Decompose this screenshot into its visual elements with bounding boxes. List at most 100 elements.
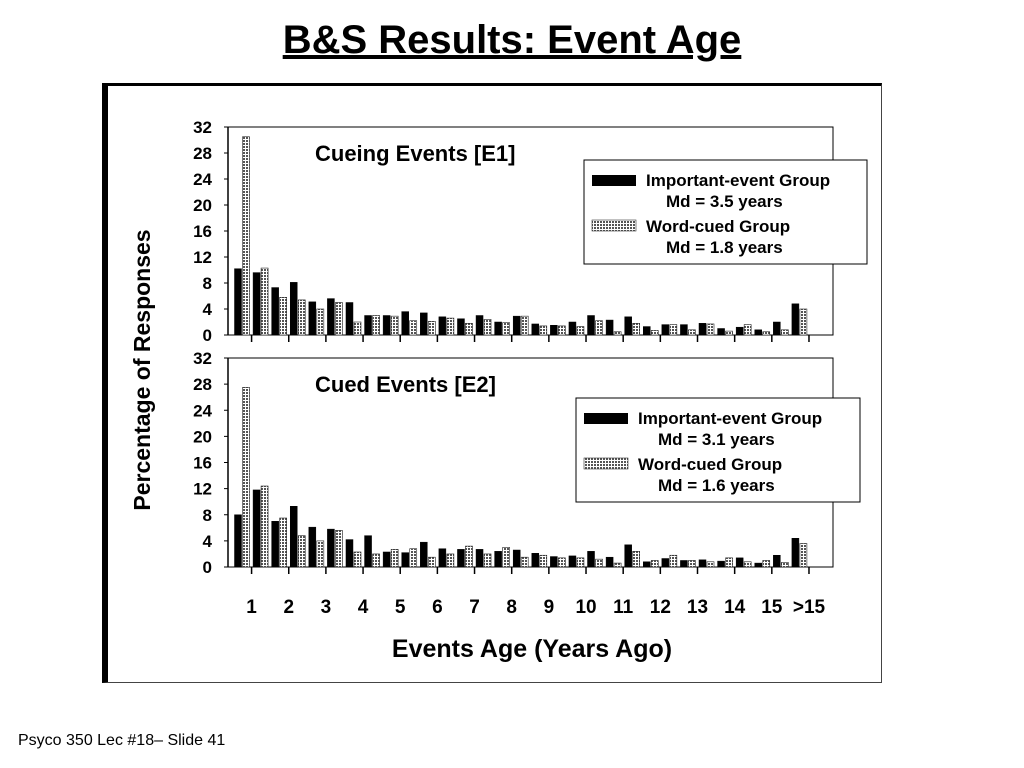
bar-word-cued <box>446 317 455 336</box>
bar-important-event <box>420 312 428 336</box>
bar-important-event <box>568 321 577 336</box>
bar-important-event <box>754 329 762 336</box>
y-tick-label: 8 <box>203 506 212 525</box>
bar-important-event <box>512 315 521 336</box>
bar-word-cued <box>316 308 325 336</box>
bar-important-event <box>457 549 465 568</box>
bar-important-event <box>401 311 409 336</box>
bar-important-event <box>475 549 484 568</box>
x-tick-label: 2 <box>283 597 294 618</box>
bar-word-cued <box>502 322 510 336</box>
bar-important-event <box>643 561 651 568</box>
bar-important-event <box>308 526 317 568</box>
y-tick-label: 20 <box>193 196 212 215</box>
x-tick-label: 4 <box>358 597 369 618</box>
bar-important-event <box>550 556 558 568</box>
legend-swatch-word-cued <box>583 457 629 470</box>
bar-important-event <box>271 287 279 336</box>
y-tick-label: 28 <box>193 375 212 394</box>
legend-md-word-cued: Md = 1.6 years <box>658 476 775 495</box>
bar-word-cued <box>520 315 529 336</box>
x-tick-label: >15 <box>793 597 826 618</box>
bar-important-event <box>773 554 781 568</box>
legend-label-word-cued: Word-cued Group <box>646 217 790 236</box>
x-tick-label: 6 <box>432 597 443 618</box>
legend-swatch-important <box>592 175 636 186</box>
bar-important-event <box>605 556 614 568</box>
bar-word-cued <box>297 299 306 336</box>
bar-word-cued <box>465 323 473 336</box>
bar-word-cued <box>335 530 343 568</box>
bar-important-event <box>587 551 595 568</box>
panel-title: Cueing Events [E1] <box>315 141 515 166</box>
bar-important-event <box>717 560 725 568</box>
bar-word-cued <box>576 557 585 568</box>
bar-word-cued <box>799 543 808 568</box>
bar-word-cued <box>558 557 566 568</box>
y-tick-label: 16 <box>193 222 212 241</box>
x-tick-label: 9 <box>544 597 555 618</box>
legend-label-word-cued: Word-cued Group <box>638 455 782 474</box>
bar-important-event <box>457 318 465 336</box>
bar-word-cued <box>335 302 343 336</box>
bar-word-cued <box>390 549 399 568</box>
bar-word-cued <box>279 297 287 336</box>
bar-important-event <box>717 328 725 336</box>
bar-word-cued <box>520 556 529 568</box>
bar-word-cued <box>669 324 678 336</box>
bar-word-cued <box>595 320 603 336</box>
bar-important-event <box>494 551 502 568</box>
bar-word-cued <box>706 561 715 568</box>
bar-word-cued <box>650 330 659 336</box>
x-tick-label: 14 <box>724 597 746 618</box>
x-tick-label: 3 <box>321 597 332 618</box>
x-axis-title: Events Age (Years Ago) <box>392 635 672 663</box>
legend-label-important: Important-event Group <box>638 409 822 428</box>
legend-md-important: Md = 3.5 years <box>666 192 783 211</box>
x-tick-label: 1 <box>246 597 257 618</box>
bar-word-cued <box>725 557 733 568</box>
bar-word-cued <box>353 321 362 336</box>
bar-important-event <box>531 553 540 568</box>
y-tick-label: 32 <box>193 118 212 137</box>
bar-important-event <box>234 514 242 568</box>
bar-word-cued <box>558 325 566 336</box>
legend-swatch-important <box>584 413 628 424</box>
bar-important-event <box>680 324 688 336</box>
bar-word-cued <box>576 326 585 336</box>
bar-important-event <box>345 302 354 336</box>
x-tick-label: 5 <box>395 597 406 618</box>
bar-important-event <box>624 316 632 336</box>
bar-word-cued <box>781 562 789 568</box>
x-tick-label: 8 <box>506 597 517 618</box>
bar-word-cued <box>279 517 287 568</box>
y-tick-label: 4 <box>203 532 213 551</box>
bar-important-event <box>531 323 540 336</box>
bar-important-event <box>382 551 391 568</box>
y-tick-label: 32 <box>193 349 212 368</box>
y-tick-label: 0 <box>203 326 212 345</box>
bar-important-event <box>791 538 800 568</box>
bar-important-event <box>271 521 279 568</box>
y-tick-label: 0 <box>203 558 212 577</box>
bar-word-cued <box>242 136 250 336</box>
bar-word-cued <box>427 321 436 336</box>
x-tick-label: 13 <box>687 597 708 618</box>
bar-important-event <box>735 326 744 336</box>
bar-important-event <box>289 282 298 336</box>
bar-important-event <box>512 549 521 568</box>
bar-word-cued <box>613 331 622 336</box>
bar-word-cued <box>650 560 659 568</box>
bar-important-event <box>624 544 632 568</box>
panel-title: Cued Events [E2] <box>315 372 496 397</box>
x-tick-label: 15 <box>761 597 783 618</box>
bar-important-event <box>643 326 651 336</box>
bar-word-cued <box>539 325 548 336</box>
bar-important-event <box>661 324 670 336</box>
bar-important-event <box>327 528 335 568</box>
y-tick-label: 24 <box>193 401 212 420</box>
y-tick-label: 8 <box>203 274 212 293</box>
bar-word-cued <box>688 560 696 568</box>
bar-word-cued <box>762 331 771 336</box>
